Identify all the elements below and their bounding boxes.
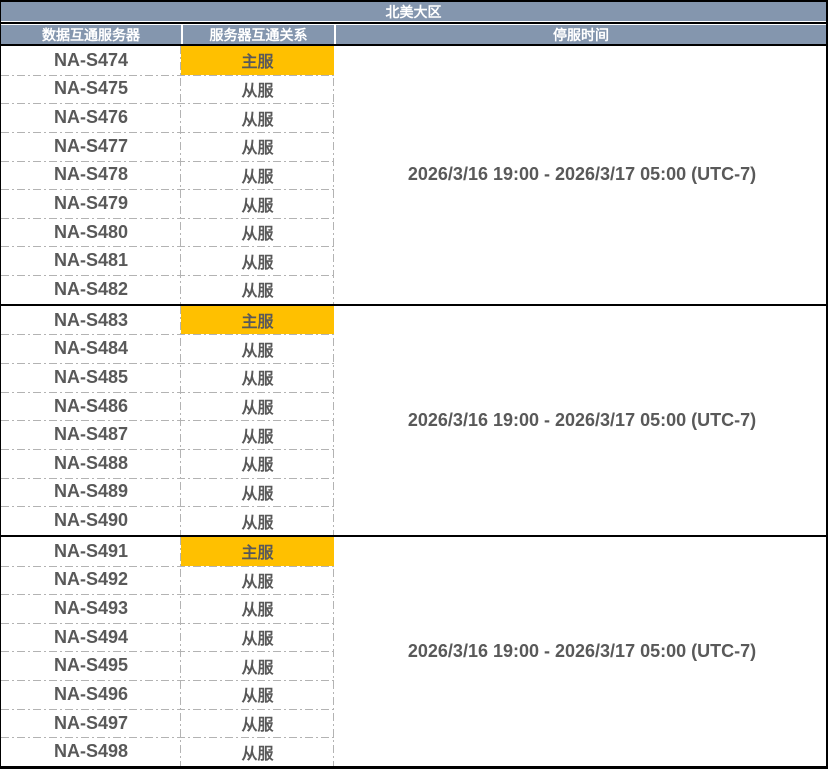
header-separator bbox=[1, 44, 826, 46]
server-name-cell: NA-S478 bbox=[53, 164, 129, 185]
table-row: NA-S489 从服 bbox=[1, 477, 334, 507]
column-header-server: 数据互通服务器 bbox=[42, 26, 140, 43]
server-name-cell: NA-S483 bbox=[53, 309, 129, 330]
downtime-cell: 2026/3/16 19:00 - 2026/3/17 05:00 (UTC-7… bbox=[407, 164, 757, 185]
server-name-cell: NA-S485 bbox=[53, 366, 129, 387]
table-row: NA-S481 从服 bbox=[1, 246, 334, 275]
table-row: NA-S491 主服 bbox=[1, 536, 334, 566]
server-rows: NA-S474 主服 NA-S475 从服 NA-S476 从服 NA-S477 从服 NA-S… bbox=[1, 46, 334, 304]
role-cell: 从服 bbox=[241, 342, 274, 360]
server-name-cell: NA-S480 bbox=[53, 221, 129, 242]
table-row: NA-S482 从服 bbox=[1, 275, 334, 304]
table-row: NA-S480 从服 bbox=[1, 217, 334, 247]
table-row: NA-S495 从服 bbox=[1, 651, 334, 680]
server-group: NA-S474 主服 NA-S475 从服 NA-S476 从服 NA-S477 从服 NA-S… bbox=[1, 46, 826, 304]
server-name-cell: NA-S497 bbox=[53, 712, 129, 733]
server-group: NA-S483 主服 NA-S484 从服 NA-S485 从服 NA-S486 从服 NA-S… bbox=[1, 303, 826, 535]
downtime-cell: 2026/3/16 19:00 - 2026/3/17 05:00 (UTC-7… bbox=[407, 409, 757, 430]
column-divider bbox=[180, 46, 181, 304]
role-cell: 从服 bbox=[241, 428, 274, 446]
table-row: NA-S479 从服 bbox=[1, 189, 334, 218]
table-row: NA-S487 从服 bbox=[1, 420, 334, 449]
role-cell: 从服 bbox=[241, 659, 274, 677]
server-name-cell: NA-S474 bbox=[53, 49, 129, 70]
role-cell: 从服 bbox=[241, 168, 274, 186]
role-cell: 从服 bbox=[241, 111, 274, 129]
server-name-cell: NA-S493 bbox=[53, 597, 129, 618]
table-row: NA-S478 从服 bbox=[1, 160, 334, 190]
role-cell: 从服 bbox=[241, 197, 274, 215]
table-row: NA-S477 从服 bbox=[1, 131, 334, 161]
server-name-cell: NA-S490 bbox=[53, 510, 129, 531]
table-row: NA-S484 从服 bbox=[1, 334, 334, 363]
table-row: NA-S494 从服 bbox=[1, 622, 334, 652]
table-row: NA-S474 主服 bbox=[1, 46, 334, 75]
server-name-cell: NA-S495 bbox=[53, 655, 129, 676]
server-name-cell: NA-S482 bbox=[53, 278, 129, 299]
role-cell: 从服 bbox=[241, 226, 274, 244]
table-body: NA-S474 主服 NA-S475 从服 NA-S476 从服 NA-S477 从服 NA-S… bbox=[1, 46, 826, 767]
server-name-cell: NA-S475 bbox=[53, 78, 129, 99]
role-cell: 从服 bbox=[241, 254, 274, 272]
server-name-cell: NA-S484 bbox=[53, 338, 129, 359]
region-title: 北美大区 bbox=[385, 3, 442, 20]
role-cell: 从服 bbox=[241, 573, 274, 591]
role-cell: 从服 bbox=[241, 688, 274, 706]
role-cell: 从服 bbox=[241, 485, 274, 503]
server-name-cell: NA-S479 bbox=[53, 193, 129, 214]
server-name-cell: NA-S489 bbox=[53, 481, 129, 502]
role-cell: 从服 bbox=[241, 140, 274, 158]
table-row: NA-S492 从服 bbox=[1, 565, 334, 595]
server-name-cell: NA-S496 bbox=[53, 683, 129, 704]
server-name-cell: NA-S486 bbox=[53, 395, 129, 416]
server-name-cell: NA-S491 bbox=[53, 540, 129, 561]
role-cell: 从服 bbox=[241, 602, 274, 620]
server-group: NA-S491 主服 NA-S492 从服 NA-S493 从服 NA-S494 从服 NA-S… bbox=[1, 534, 826, 767]
role-cell-main: 主服 bbox=[181, 46, 334, 75]
table-row: NA-S483 主服 bbox=[1, 305, 334, 335]
table-row: NA-S476 从服 bbox=[1, 103, 334, 132]
server-name-cell: NA-S488 bbox=[53, 452, 129, 473]
server-name-cell: NA-S476 bbox=[53, 107, 129, 128]
column-divider bbox=[333, 46, 334, 304]
role-cell-main: 主服 bbox=[181, 536, 334, 566]
table-row: NA-S496 从服 bbox=[1, 680, 334, 709]
table-row: NA-S497 从服 bbox=[1, 708, 334, 738]
server-name-cell: NA-S498 bbox=[53, 741, 129, 762]
downtime-cell: 2026/3/16 19:00 - 2026/3/17 05:00 (UTC-7… bbox=[407, 640, 757, 661]
server-name-cell: NA-S481 bbox=[53, 250, 129, 271]
role-cell: 从服 bbox=[241, 82, 274, 100]
column-header-row: 数据互通服务器 服务器互通关系 停服时间 bbox=[1, 24, 826, 44]
column-header-downtime: 停服时间 bbox=[334, 25, 826, 44]
column-header-relation: 服务器互通关系 bbox=[181, 25, 334, 44]
table-row: NA-S486 从服 bbox=[1, 391, 334, 421]
role-cell: 从服 bbox=[241, 745, 274, 763]
role-cell-main: 主服 bbox=[181, 305, 334, 335]
region-title-bar: 北美大区 bbox=[1, 2, 826, 22]
role-cell: 从服 bbox=[241, 631, 274, 649]
server-name-cell: NA-S494 bbox=[53, 626, 129, 647]
role-cell: 从服 bbox=[241, 717, 274, 735]
table-row: NA-S498 从服 bbox=[1, 737, 334, 766]
server-name-cell: NA-S487 bbox=[53, 424, 129, 445]
table-row: NA-S493 从服 bbox=[1, 594, 334, 623]
table-row: NA-S490 从服 bbox=[1, 506, 334, 535]
table-row: NA-S485 从服 bbox=[1, 363, 334, 392]
server-rows: NA-S491 主服 NA-S492 从服 NA-S493 从服 NA-S494 从服 NA-S… bbox=[1, 536, 334, 766]
role-cell: 从服 bbox=[241, 400, 274, 417]
server-rows: NA-S483 主服 NA-S484 从服 NA-S485 从服 NA-S486 从服 NA-S… bbox=[1, 305, 334, 535]
title-separator bbox=[1, 22, 826, 24]
server-name-cell: NA-S477 bbox=[53, 135, 129, 156]
server-name-cell: NA-S492 bbox=[53, 569, 129, 590]
role-cell: 从服 bbox=[241, 514, 274, 532]
role-cell: 从服 bbox=[241, 283, 274, 301]
table-row: NA-S488 从服 bbox=[1, 448, 334, 478]
table-row: NA-S475 从服 bbox=[1, 74, 334, 104]
role-cell: 从服 bbox=[241, 371, 274, 389]
role-cell: 从服 bbox=[241, 457, 274, 475]
